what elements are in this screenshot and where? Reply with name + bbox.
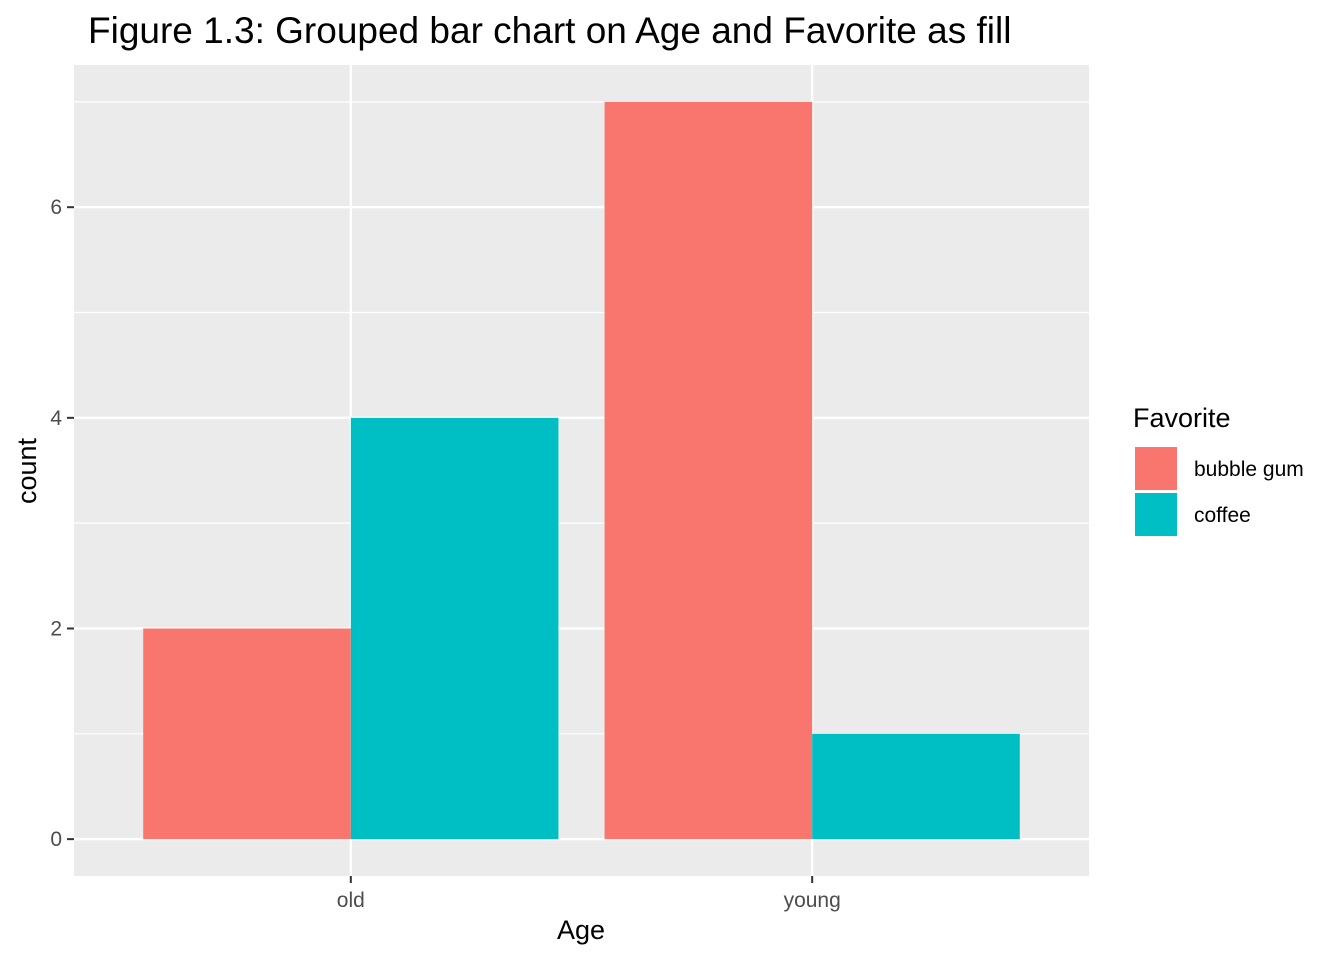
x-axis: old young — [337, 876, 841, 912]
legend-swatch — [1135, 447, 1177, 490]
bar — [604, 101, 813, 840]
y-tick-label: 0 — [50, 828, 62, 851]
y-axis-title: count — [12, 437, 42, 504]
x-tick-label: young — [784, 889, 841, 912]
y-tick-label: 4 — [50, 407, 62, 430]
y-axis: 0 2 4 6 — [50, 196, 74, 851]
x-axis-title: Age — [557, 915, 605, 945]
bars — [143, 101, 1020, 840]
bar — [812, 733, 1020, 840]
legend-swatch — [1135, 493, 1177, 536]
y-tick-label: 6 — [50, 196, 62, 219]
chart-title: Figure 1.3: Grouped bar chart on Age and… — [88, 10, 1011, 51]
legend-label: bubble gum — [1194, 458, 1304, 481]
legend-label: coffee — [1194, 504, 1251, 527]
legend: Favorite bubble gum coffee — [1133, 403, 1304, 536]
legend-keys: bubble gum coffee — [1135, 447, 1304, 536]
x-tick-label: old — [337, 889, 365, 912]
bar — [350, 417, 559, 840]
legend-title: Favorite — [1133, 403, 1231, 433]
y-tick-label: 2 — [50, 617, 62, 640]
bar — [143, 628, 351, 840]
